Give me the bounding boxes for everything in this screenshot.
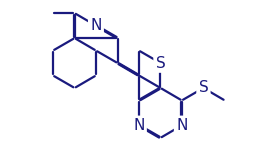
Text: N: N: [133, 118, 145, 133]
Text: N: N: [176, 118, 188, 133]
Text: S: S: [199, 80, 208, 95]
Text: N: N: [90, 18, 102, 33]
Text: S: S: [156, 56, 165, 71]
